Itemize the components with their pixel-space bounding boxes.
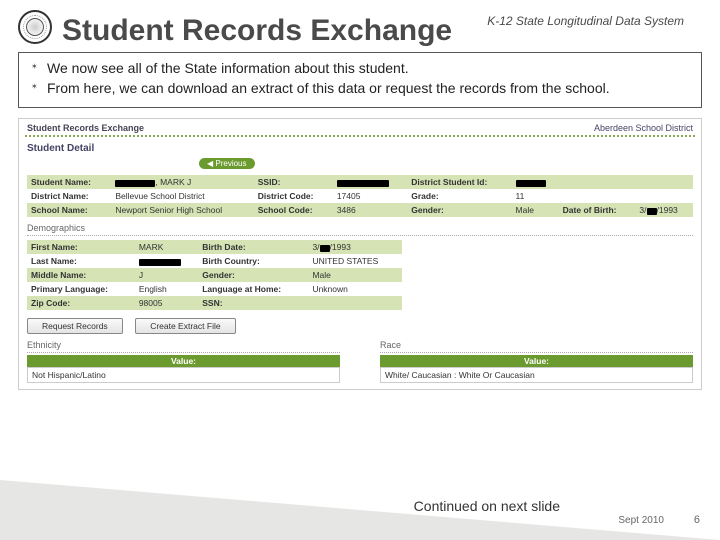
student-info-table: Student Name: , MARK J SSID: District St… xyxy=(27,175,693,217)
footer-date: Sept 2010 xyxy=(618,515,664,526)
previous-button[interactable]: ◀ Previous xyxy=(199,158,255,169)
value: 3//1993 xyxy=(635,203,693,217)
label: Student Name: xyxy=(27,175,111,189)
value: 17405 xyxy=(333,189,407,203)
request-records-button[interactable]: Request Records xyxy=(27,318,123,334)
redaction xyxy=(139,259,181,266)
screenshot-title: Student Records Exchange xyxy=(27,123,144,133)
slide-title: Student Records Exchange xyxy=(62,14,452,48)
student-detail-label: Student Detail xyxy=(19,141,701,156)
bullet-item: From here, we can download an extract of… xyxy=(47,79,689,97)
slide-number: 6 xyxy=(694,514,700,526)
label: SSID: xyxy=(254,175,333,189)
value: 3486 xyxy=(333,203,407,217)
action-button-row: Request Records Create Extract File xyxy=(19,310,701,340)
label: School Name: xyxy=(27,203,111,217)
redaction xyxy=(647,208,657,215)
redaction xyxy=(320,245,330,252)
bullet-box: We now see all of the State information … xyxy=(18,52,702,108)
redaction xyxy=(516,180,546,187)
value: Newport Senior High School xyxy=(111,203,253,217)
ethnicity-block: Ethnicity Value: Not Hispanic/Latino xyxy=(27,340,340,383)
value xyxy=(512,175,559,189)
label: Grade: xyxy=(407,189,511,203)
continued-text: Continued on next slide xyxy=(414,498,560,514)
app-screenshot: Student Records Exchange Aberdeen School… xyxy=(18,118,702,390)
value: 11 xyxy=(512,189,559,203)
header-subtitle: K-12 State Longitudinal Data System xyxy=(487,14,684,28)
demographics-table: First Name: MARK Birth Date: 3//1993 Las… xyxy=(27,240,402,310)
race-block: Race Value: White/ Caucasian : White Or … xyxy=(380,340,693,383)
label: District Code: xyxy=(254,189,333,203)
label: School Code: xyxy=(254,203,333,217)
value: , MARK J xyxy=(111,175,253,189)
label: District Student Id: xyxy=(407,175,511,189)
bullet-item: We now see all of the State information … xyxy=(47,59,689,77)
decorative-wedge xyxy=(0,480,720,540)
divider xyxy=(27,235,693,236)
value: Male xyxy=(512,203,559,217)
district-header: Aberdeen School District xyxy=(594,123,693,133)
value: Bellevue School District xyxy=(111,189,253,203)
demographics-label: Demographics xyxy=(19,217,701,233)
divider xyxy=(25,135,695,137)
create-extract-button[interactable]: Create Extract File xyxy=(135,318,235,334)
label: Gender: xyxy=(407,203,511,217)
state-seal-logo xyxy=(18,10,52,44)
value xyxy=(333,175,407,189)
label: District Name: xyxy=(27,189,111,203)
label: Date of Birth: xyxy=(559,203,636,217)
redaction xyxy=(115,180,155,187)
redaction xyxy=(337,180,389,187)
